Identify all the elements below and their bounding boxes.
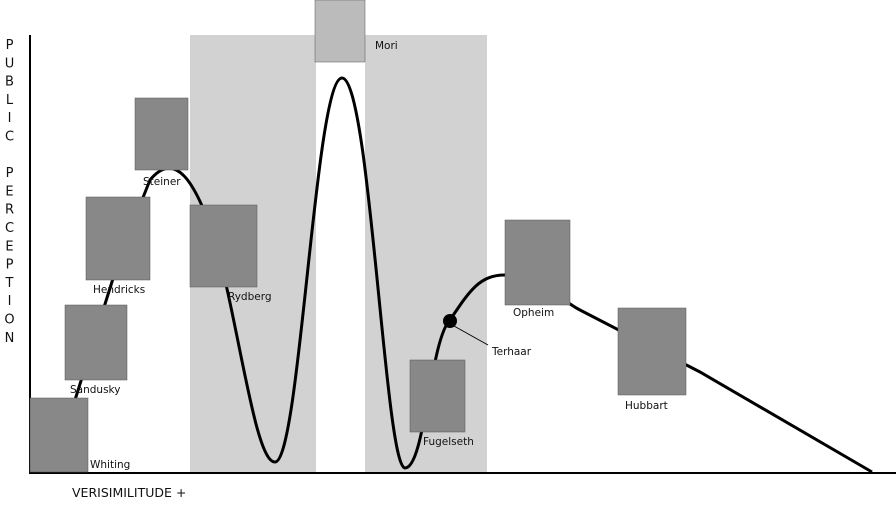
person-label: Opheim	[513, 307, 554, 319]
photo	[409, 359, 466, 433]
photo	[29, 397, 89, 473]
person-label: Rydberg	[228, 291, 272, 303]
person-label: Fugelseth	[423, 436, 474, 448]
photo	[189, 204, 258, 288]
person-label: Whiting	[90, 459, 130, 471]
photo	[504, 219, 571, 306]
person-label: Hubbart	[625, 400, 668, 412]
person-label: Sandusky	[70, 384, 120, 396]
photo	[617, 307, 687, 396]
photo	[64, 304, 128, 381]
leader-line	[453, 325, 489, 346]
x-axis-label: VERISIMILITUDE +	[72, 485, 187, 500]
y-axis-label: PUBLIC PERCEPTION	[2, 38, 17, 350]
person-label: Hendricks	[93, 284, 145, 296]
person-label: Steiner	[143, 176, 181, 188]
person-label: Terhaar	[491, 346, 532, 358]
photo	[134, 97, 189, 171]
photo	[314, 0, 366, 63]
photo	[85, 196, 151, 281]
person-label: Mori	[375, 40, 398, 52]
terhaar-point	[443, 314, 457, 328]
